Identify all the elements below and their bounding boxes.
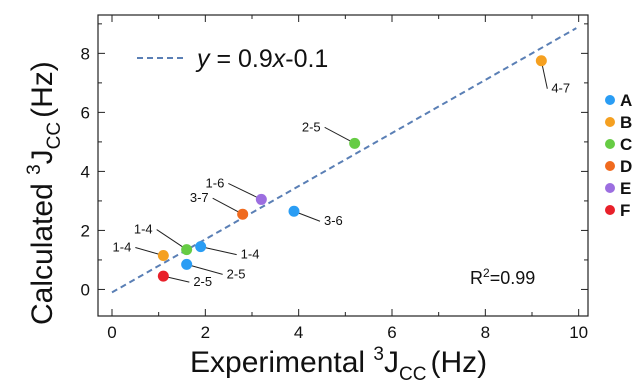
y-tick-label: 0 xyxy=(81,280,90,299)
x-title-sub: CC xyxy=(399,364,426,385)
legend-label-c: C xyxy=(620,135,632,154)
y-axis-title: Calculated 3JCC (Hz) xyxy=(24,61,65,325)
legend-label-f: F xyxy=(620,201,630,220)
data-point-e xyxy=(256,194,267,205)
x-tick-label: 8 xyxy=(481,323,490,342)
legend-label-b: B xyxy=(620,113,632,132)
r2-pre: R xyxy=(470,268,483,288)
point-label: 1-6 xyxy=(206,175,225,190)
point-label: 1-4 xyxy=(113,240,132,255)
x-tick-label: 6 xyxy=(387,323,396,342)
legend-label-a: A xyxy=(620,91,632,110)
point-label: 2-5 xyxy=(302,119,321,134)
y-title-sup: 3 xyxy=(24,164,45,175)
data-point-b xyxy=(536,55,547,66)
fit-eq-coef: = 0.9 xyxy=(210,45,273,73)
data-point-d xyxy=(237,209,248,220)
data-point-a xyxy=(289,206,300,217)
y-tick-label: 6 xyxy=(81,103,90,122)
r2-post: =0.99 xyxy=(490,268,536,288)
data-point-b xyxy=(158,250,169,261)
label-leader xyxy=(187,264,223,274)
data-point-c xyxy=(181,244,192,255)
y-tick-label: 2 xyxy=(81,221,90,240)
legend-marker-b xyxy=(605,117,615,127)
point-label: 4-7 xyxy=(551,81,570,96)
fit-eq-rest: -0.1 xyxy=(285,45,328,73)
point-label: 2-5 xyxy=(193,274,212,289)
x-tick-label: 2 xyxy=(201,323,210,342)
y-title-unit: (Hz) xyxy=(26,61,59,118)
point-label: 3-7 xyxy=(190,190,209,205)
x-axis-title: Experimental 3JCC (Hz) xyxy=(190,344,487,385)
y-title-j: J xyxy=(26,149,59,164)
svg-text:y = 0.9x-0.1: y = 0.9x-0.1 xyxy=(195,45,328,73)
x-tick-label: 4 xyxy=(294,323,303,342)
x-title-sup: 3 xyxy=(373,344,384,365)
x-title-j: J xyxy=(384,346,399,379)
data-point-c xyxy=(349,138,360,149)
legend-marker-a xyxy=(605,95,615,105)
data-point-a xyxy=(181,259,192,270)
legend-marker-d xyxy=(605,161,615,171)
x-title-main: Experimental xyxy=(190,346,373,379)
legend-marker-f xyxy=(605,205,615,215)
point-label: 2-5 xyxy=(227,266,246,281)
data-point-a xyxy=(195,241,206,252)
label-leader xyxy=(201,247,237,255)
x-tick-label: 10 xyxy=(569,323,588,342)
legend-label-d: D xyxy=(620,157,632,176)
fit-line xyxy=(112,28,576,292)
x-title-unit: (Hz) xyxy=(430,346,487,379)
r-squared-label: R2=0.99 xyxy=(470,266,535,288)
legend-marker-e xyxy=(605,183,615,193)
legend-label-e: E xyxy=(620,179,631,198)
label-leader xyxy=(228,183,261,199)
y-title-sub: CC xyxy=(44,122,65,149)
point-label: 3-6 xyxy=(324,213,343,228)
x-tick-label: 0 xyxy=(107,323,116,342)
fit-equation: y = 0.9x-0.1 xyxy=(137,45,328,73)
point-label: 1-4 xyxy=(241,247,260,262)
point-label: 1-4 xyxy=(134,222,153,237)
y-tick-label: 8 xyxy=(81,44,90,63)
data-point-f xyxy=(158,271,169,282)
y-tick-label: 4 xyxy=(81,162,90,181)
y-title-main: Calculated xyxy=(26,175,59,325)
legend-marker-c xyxy=(605,139,615,149)
